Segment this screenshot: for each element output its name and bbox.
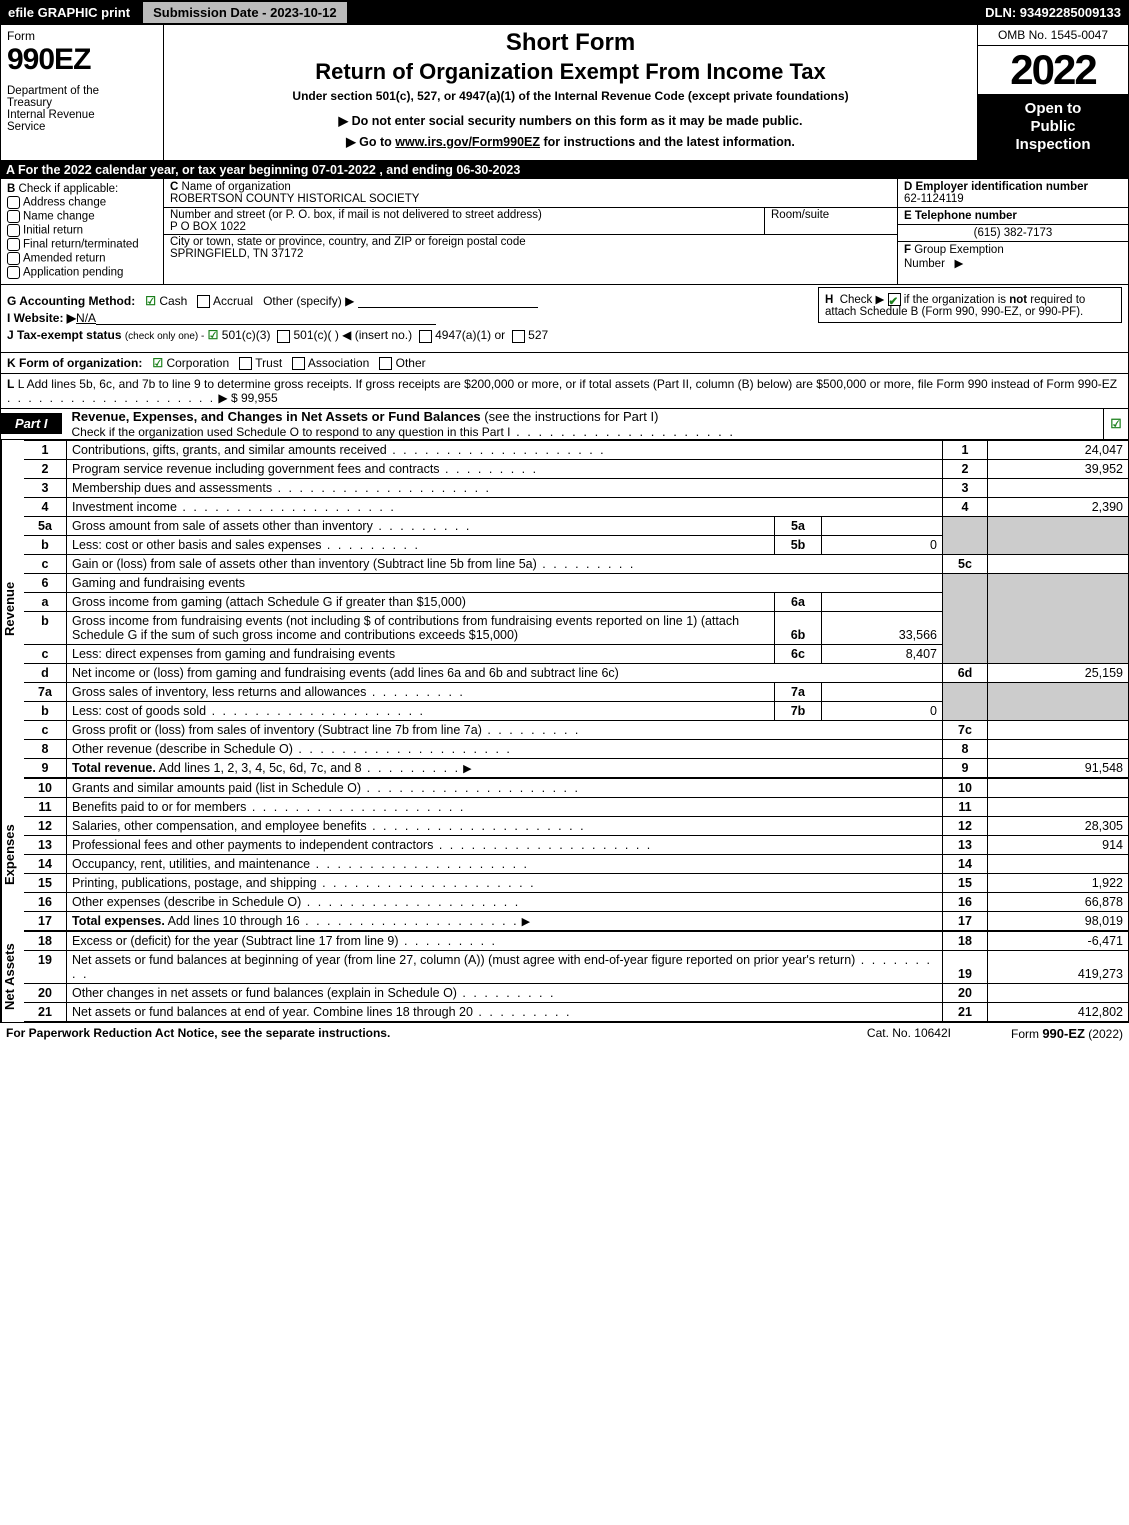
dln-label: DLN: 93492285009133 [985,5,1129,20]
net-assets-section: Net Assets 18Excess or (deficit) for the… [0,931,1129,1022]
row-l: L L Add lines 5b, 6c, and 7b to line 9 t… [0,374,1129,409]
chk-final-return[interactable]: Final return/terminated [7,238,157,251]
cash-check[interactable]: ☑ [145,294,156,308]
paperwork-notice: For Paperwork Reduction Act Notice, see … [6,1026,390,1041]
room-suite-label: Room/suite [765,208,897,234]
form-label: Form [7,29,157,43]
short-form-title: Short Form [174,29,967,57]
gross-receipts: $ 99,955 [231,391,278,405]
org-street: P O BOX 1022 [170,221,246,233]
section-bcdef: B Check if applicable: Address change Na… [0,179,1129,285]
amt-19: 419,273 [988,950,1129,983]
chk-name-change[interactable]: Name change [7,210,157,223]
h-checkbox[interactable]: ✔ [888,293,901,306]
revenue-table: 1Contributions, gifts, grants, and simil… [24,440,1129,778]
part1-tab: Part I [1,413,62,434]
amt-2: 39,952 [988,459,1129,478]
chk-address-change[interactable]: Address change [7,196,157,209]
revenue-section: Revenue 1Contributions, gifts, grants, a… [0,440,1129,778]
goto-link-line: ▶ Go to www.irs.gov/Form990EZ for instru… [174,134,967,149]
amt-15: 1,922 [988,873,1129,892]
expenses-table: 10Grants and similar amounts paid (list … [24,778,1129,931]
amt-17: 98,019 [988,911,1129,930]
omb-number: OMB No. 1545-0047 [978,25,1128,46]
department-label: Department of theTreasuryInternal Revenu… [7,85,157,133]
501c3-check[interactable]: ☑ [208,328,219,342]
org-city: SPRINGFIELD, TN 37172 [170,248,303,260]
col-c: C Name of organization ROBERTSON COUNTY … [164,179,897,284]
amt-21: 412,802 [988,1002,1129,1021]
amt-13: 914 [988,835,1129,854]
efile-label[interactable]: efile GRAPHIC print [0,5,138,20]
amt-6d: 25,159 [988,663,1129,682]
form-ref: Form 990-EZ (2022) [1011,1026,1123,1041]
expenses-side-label: Expenses [1,778,24,931]
ein-value: 62-1124119 [904,193,964,205]
return-title: Return of Organization Exempt From Incom… [174,59,967,85]
amt-6b: 33,566 [822,611,943,644]
section-ghij: H Check ▶ ✔ if the organization is not r… [0,285,1129,353]
chk-application-pending[interactable]: Application pending [7,266,157,279]
ssn-warning: ▶ Do not enter social security numbers o… [174,113,967,128]
chk-initial-return[interactable]: Initial return [7,224,157,237]
part1-title: Revenue, Expenses, and Changes in Net As… [62,409,1103,439]
org-name: ROBERTSON COUNTY HISTORICAL SOCIETY [170,193,419,205]
submission-date: Submission Date - 2023-10-12 [142,1,348,24]
amt-1: 24,047 [988,440,1129,459]
amt-5b: 0 [822,535,943,554]
amt-7b: 0 [822,701,943,720]
amt-9: 91,548 [988,758,1129,777]
group-exemption-label: F [904,244,911,256]
amt-16: 66,878 [988,892,1129,911]
form-header: Form 990EZ Department of theTreasuryInte… [0,24,1129,161]
net-assets-table: 18Excess or (deficit) for the year (Subt… [24,931,1129,1022]
col-b: B Check if applicable: Address change Na… [1,179,164,284]
amt-18: -6,471 [988,931,1129,950]
amt-12: 28,305 [988,816,1129,835]
top-bar: efile GRAPHIC print Submission Date - 20… [0,0,1129,24]
header-left: Form 990EZ Department of theTreasuryInte… [1,25,164,160]
website-value: N/A [76,311,96,325]
corp-check[interactable]: ☑ [152,356,163,370]
tax-year: 2022 [978,46,1128,94]
revenue-side-label: Revenue [1,440,24,778]
header-mid: Short Form Return of Organization Exempt… [164,25,977,160]
page-footer: For Paperwork Reduction Act Notice, see … [0,1022,1129,1044]
header-right: OMB No. 1545-0047 2022 Open toPublicInsp… [977,25,1128,160]
h-schedule-b: H Check ▶ ✔ if the organization is not r… [818,287,1122,323]
amt-4: 2,390 [988,497,1129,516]
open-inspection: Open toPublicInspection [978,94,1128,160]
expenses-section: Expenses 10Grants and similar amounts pa… [0,778,1129,931]
amt-6c: 8,407 [822,644,943,663]
row-a-tax-year: A For the 2022 calendar year, or tax yea… [0,161,1129,179]
irs-link[interactable]: www.irs.gov/Form990EZ [395,135,540,149]
cat-no: Cat. No. 10642I [867,1026,951,1041]
form-number: 990EZ [7,43,157,77]
accrual-check[interactable] [197,295,210,308]
row-k: K Form of organization: ☑ Corporation Tr… [0,353,1129,374]
phone-label: E Telephone number [904,210,1017,222]
col-def: D Employer identification number 62-1124… [897,179,1128,284]
under-section: Under section 501(c), 527, or 4947(a)(1)… [174,89,967,103]
j-tax-exempt: J Tax-exempt status (check only one) - ☑… [7,328,1122,342]
phone-value: (615) 382-7173 [898,225,1128,242]
part1-header: Part I Revenue, Expenses, and Changes in… [0,409,1129,440]
ein-label: D Employer identification number [904,181,1088,193]
part1-schedule-o-check[interactable]: ☑ [1103,409,1128,439]
net-assets-side-label: Net Assets [1,931,24,1022]
chk-amended-return[interactable]: Amended return [7,252,157,265]
